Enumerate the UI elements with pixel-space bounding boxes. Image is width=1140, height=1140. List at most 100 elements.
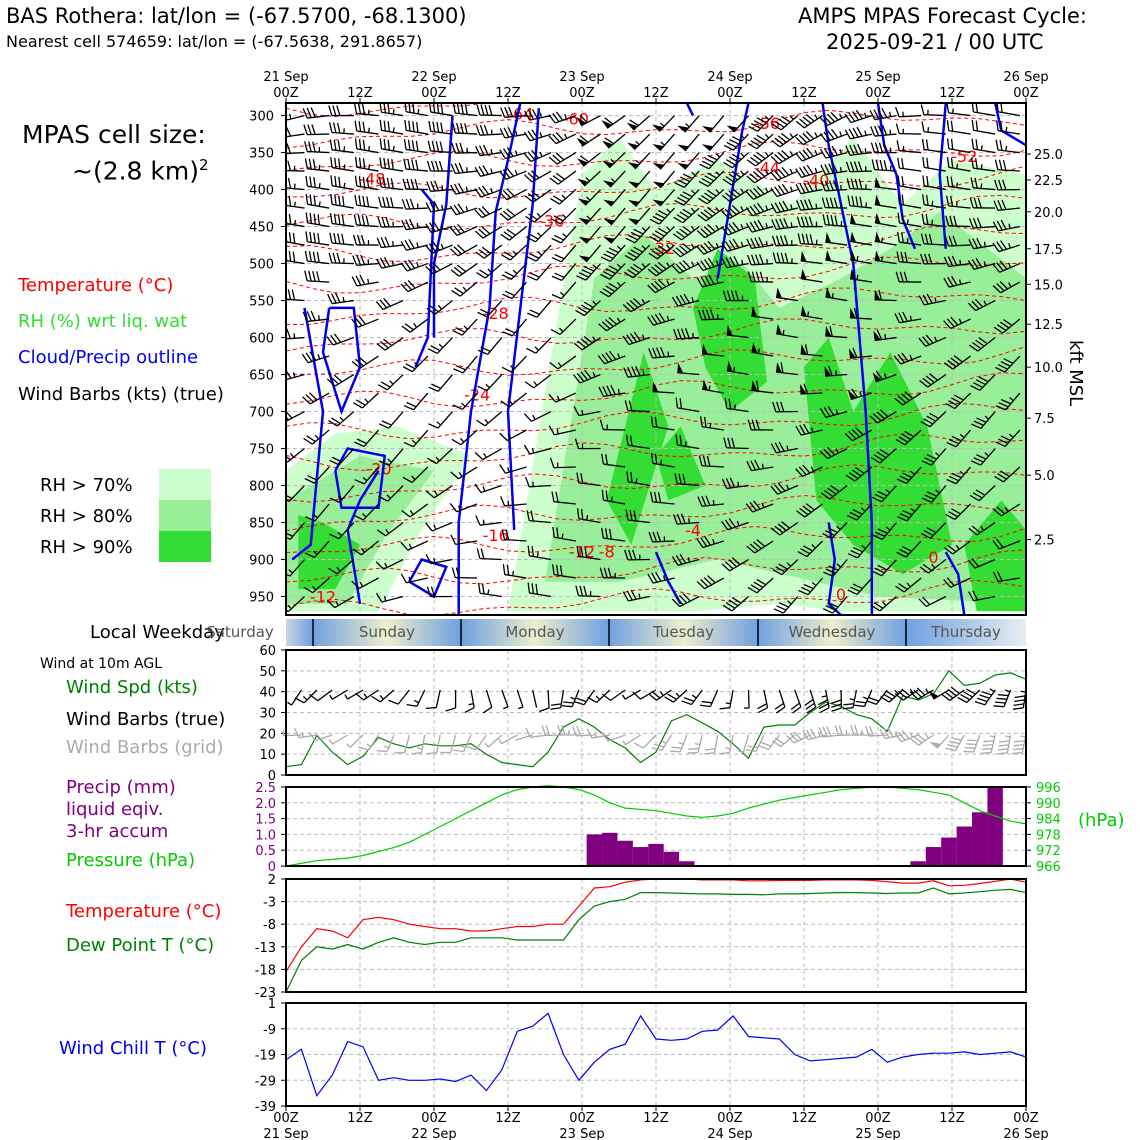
barb-feather bbox=[951, 435, 962, 442]
barb-feather bbox=[751, 271, 756, 282]
barb-feather bbox=[771, 740, 782, 748]
barb-feather bbox=[771, 235, 777, 246]
barb-feather bbox=[504, 271, 515, 278]
barb-half bbox=[638, 593, 641, 599]
barb-feather bbox=[306, 435, 316, 443]
barb-feather bbox=[507, 126, 514, 137]
wind-barb bbox=[677, 152, 700, 170]
barb-flag bbox=[627, 218, 640, 225]
barb-feather bbox=[946, 175, 950, 187]
barb-feather bbox=[604, 117, 614, 125]
barb-feather bbox=[750, 460, 756, 471]
barb-feather bbox=[554, 253, 565, 260]
barb-feather bbox=[995, 405, 1006, 411]
barb-half bbox=[1009, 433, 1014, 438]
barb-half bbox=[864, 130, 867, 136]
wind-barb bbox=[402, 178, 428, 191]
barb-half bbox=[934, 336, 938, 342]
barb-feather bbox=[499, 170, 507, 180]
barb-feather bbox=[650, 315, 658, 325]
barb-staff bbox=[954, 734, 965, 751]
wind-barb bbox=[776, 323, 798, 339]
barb-feather bbox=[700, 211, 710, 220]
barb-feather bbox=[981, 748, 993, 751]
barb-half bbox=[561, 213, 567, 219]
barb-half bbox=[585, 177, 590, 182]
wind-barb bbox=[524, 374, 552, 389]
barb-feather bbox=[380, 381, 391, 388]
barb-feather bbox=[974, 177, 978, 189]
wind-barb bbox=[648, 347, 675, 359]
barb-feather bbox=[996, 324, 1007, 332]
barb-feather bbox=[499, 191, 508, 201]
wind-barb bbox=[452, 122, 478, 135]
barb-half bbox=[685, 123, 690, 128]
wind-panel-ytick: 40 bbox=[259, 686, 276, 701]
barb-half bbox=[539, 132, 543, 138]
barb-feather bbox=[580, 371, 589, 381]
barb-feather bbox=[829, 197, 834, 208]
barb-feather bbox=[963, 691, 973, 698]
barb-staff bbox=[501, 689, 509, 708]
wind-barb bbox=[425, 200, 453, 213]
barb-feather bbox=[781, 183, 789, 194]
barb-flag bbox=[850, 231, 857, 243]
barb-feather bbox=[779, 235, 785, 246]
temp-panel-ytick: -23 bbox=[255, 986, 276, 1001]
barb-feather bbox=[407, 259, 416, 269]
barb-feather bbox=[795, 184, 802, 194]
wind-barb bbox=[527, 545, 552, 561]
barb-flag bbox=[576, 137, 588, 147]
barb-feather bbox=[606, 250, 617, 257]
pressure-ytick: 990 bbox=[1036, 797, 1061, 812]
barb-feather bbox=[602, 386, 608, 397]
barb-feather bbox=[676, 214, 687, 221]
barb-feather bbox=[362, 121, 366, 133]
wind-barb-true bbox=[632, 689, 657, 700]
barb-half bbox=[910, 507, 916, 513]
barb-staff bbox=[409, 503, 429, 518]
pressure-tick: 550 bbox=[249, 295, 274, 310]
barb-half bbox=[838, 113, 843, 119]
barb-feather bbox=[1014, 699, 1025, 703]
wind-barb bbox=[820, 162, 848, 176]
barb-feather bbox=[968, 527, 978, 536]
wind-barb bbox=[993, 318, 1021, 334]
barb-feather bbox=[357, 214, 362, 226]
barb-half bbox=[715, 260, 719, 266]
barb-half bbox=[885, 489, 891, 494]
barb-feather bbox=[365, 215, 370, 226]
barb-feather bbox=[756, 202, 765, 212]
barb-feather bbox=[559, 565, 563, 576]
wind-barb-grid bbox=[426, 734, 441, 755]
wind-barb bbox=[772, 252, 798, 265]
barb-feather bbox=[947, 744, 958, 748]
top-hour-tick: 12Z bbox=[495, 86, 521, 101]
barb-feather bbox=[455, 142, 460, 154]
barb-flag bbox=[577, 158, 588, 167]
barb-half bbox=[515, 130, 518, 136]
barb-feather bbox=[500, 233, 510, 241]
barb-half bbox=[559, 327, 564, 333]
barb-feather bbox=[729, 477, 736, 488]
barb-flag bbox=[825, 325, 832, 337]
barb-feather bbox=[949, 740, 960, 745]
wind-barb bbox=[770, 441, 798, 454]
wind-barb-true bbox=[371, 689, 395, 703]
barb-feather bbox=[851, 469, 862, 477]
barb-feather bbox=[307, 124, 312, 135]
barb-feather bbox=[430, 181, 436, 192]
barb-half bbox=[641, 298, 646, 304]
barb-feather bbox=[531, 129, 539, 139]
wind-barb bbox=[403, 429, 429, 448]
barb-staff bbox=[825, 259, 848, 265]
barb-feather bbox=[952, 235, 958, 246]
wind-barb bbox=[302, 392, 330, 405]
barb-feather bbox=[549, 361, 559, 370]
barb-feather bbox=[874, 125, 880, 136]
barb-feather bbox=[608, 317, 618, 325]
temp-panel-ytick: -13 bbox=[255, 941, 276, 956]
wind-barb bbox=[377, 374, 404, 391]
barb-feather bbox=[504, 290, 515, 297]
barb-feather bbox=[552, 175, 562, 183]
